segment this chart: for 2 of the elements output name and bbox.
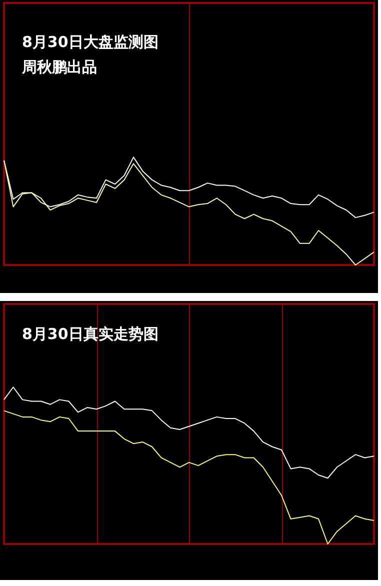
chart-subtitle: 周秋鹏出品: [21, 58, 97, 76]
chart-title: 8月30日大盘监测图: [22, 33, 158, 51]
